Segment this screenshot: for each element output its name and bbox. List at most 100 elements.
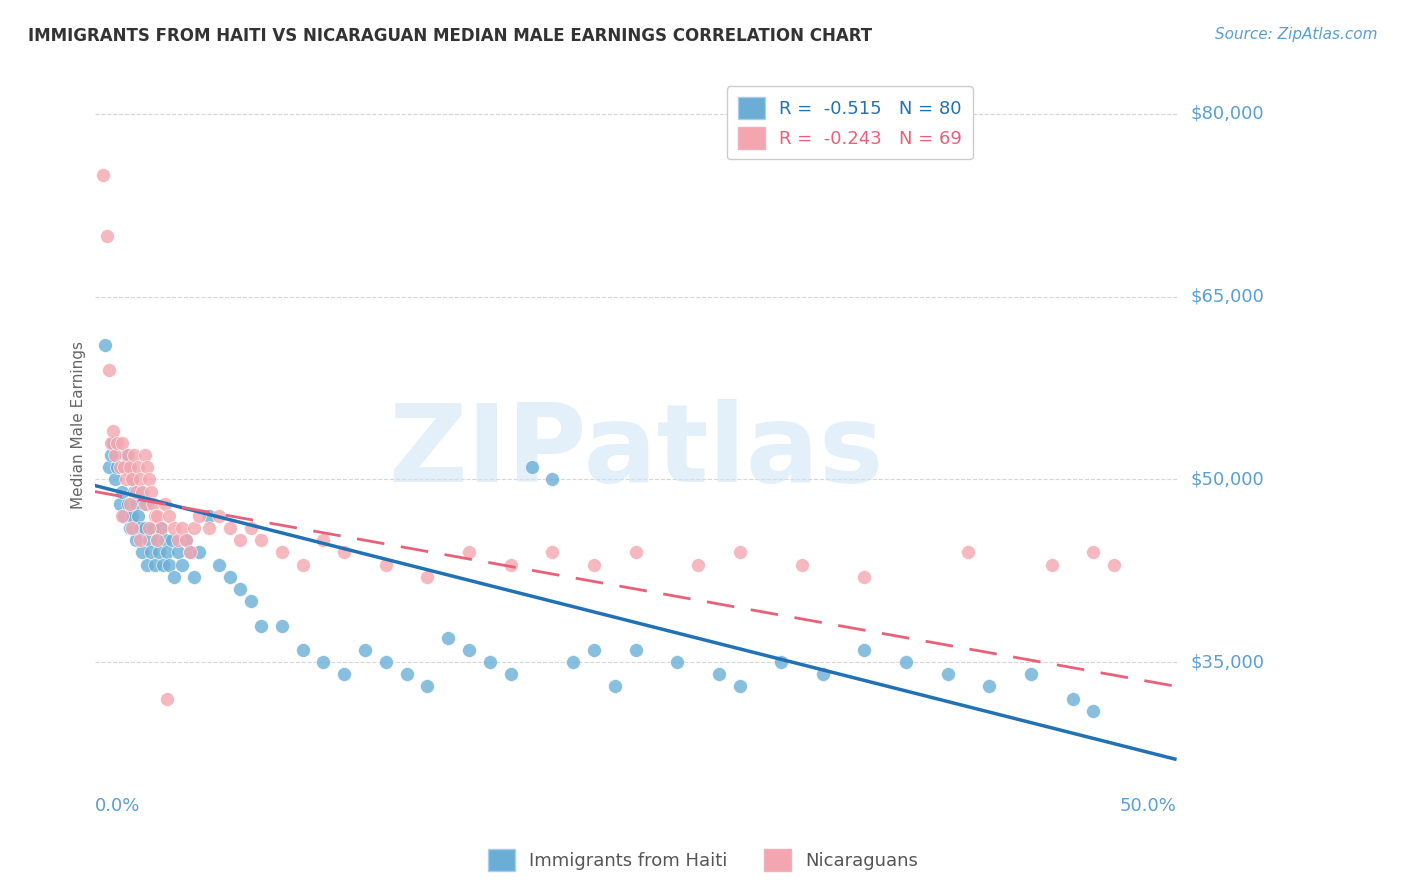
Point [728, 680, 751, 694]
Point [728, 545, 751, 559]
Point [156, 545, 179, 559]
Text: $50,000: $50,000 [1191, 470, 1264, 488]
Point [666, 655, 689, 669]
Point [333, 667, 356, 681]
Point [100, 448, 122, 462]
Point [894, 655, 917, 669]
Point [198, 521, 221, 535]
Point [111, 508, 134, 523]
Point [121, 521, 143, 535]
Point [152, 558, 174, 572]
Legend: Immigrants from Haiti, Nicaraguans: Immigrants from Haiti, Nicaraguans [481, 842, 925, 879]
Point [183, 521, 205, 535]
Point [121, 508, 143, 523]
Point [250, 533, 273, 548]
Point [100, 435, 122, 450]
Point [478, 655, 501, 669]
Point [1062, 691, 1084, 706]
Point [139, 545, 162, 559]
Text: Source: ZipAtlas.com: Source: ZipAtlas.com [1215, 27, 1378, 42]
Point [129, 472, 152, 486]
Point [686, 558, 709, 572]
Point [156, 691, 179, 706]
Point [160, 533, 183, 548]
Point [208, 558, 231, 572]
Point [111, 484, 134, 499]
Point [143, 558, 166, 572]
Point [146, 533, 169, 548]
Point [111, 435, 134, 450]
Point [811, 667, 834, 681]
Point [541, 472, 564, 486]
Point [108, 497, 131, 511]
Point [122, 448, 145, 462]
Point [208, 508, 231, 523]
Point [125, 533, 148, 548]
Point [121, 472, 143, 486]
Point [790, 558, 813, 572]
Point [229, 582, 252, 596]
Text: 50.0%: 50.0% [1119, 797, 1177, 814]
Point [499, 558, 522, 572]
Point [129, 533, 152, 548]
Point [562, 655, 585, 669]
Point [229, 533, 252, 548]
Point [155, 497, 177, 511]
Point [150, 521, 173, 535]
Point [142, 521, 165, 535]
Point [104, 472, 127, 486]
Point [131, 484, 153, 499]
Point [96, 228, 118, 243]
Text: IMMIGRANTS FROM HAITI VS NICARAGUAN MEDIAN MALE EARNINGS CORRELATION CHART: IMMIGRANTS FROM HAITI VS NICARAGUAN MEDI… [28, 27, 872, 45]
Point [148, 545, 170, 559]
Point [770, 655, 793, 669]
Point [163, 570, 186, 584]
Point [707, 667, 730, 681]
Point [957, 545, 980, 559]
Point [150, 521, 173, 535]
Point [108, 460, 131, 475]
Point [187, 508, 209, 523]
Point [98, 460, 121, 475]
Point [416, 570, 439, 584]
Point [94, 338, 117, 352]
Point [122, 484, 145, 499]
Point [270, 545, 292, 559]
Point [155, 533, 177, 548]
Point [1019, 667, 1042, 681]
Point [103, 435, 125, 450]
Point [135, 558, 157, 572]
Point [127, 508, 149, 523]
Point [138, 521, 160, 535]
Point [183, 570, 205, 584]
Point [135, 460, 157, 475]
Point [374, 655, 396, 669]
Point [135, 497, 157, 511]
Point [112, 508, 135, 523]
Point [118, 460, 141, 475]
Point [146, 508, 169, 523]
Point [142, 497, 165, 511]
Point [117, 448, 139, 462]
Point [395, 667, 418, 681]
Point [129, 521, 152, 535]
Text: $65,000: $65,000 [1191, 288, 1264, 306]
Point [112, 460, 135, 475]
Point [1083, 545, 1105, 559]
Point [163, 521, 186, 535]
Y-axis label: Median Male Earnings: Median Male Earnings [72, 341, 86, 508]
Point [125, 497, 148, 511]
Point [117, 497, 139, 511]
Point [146, 533, 169, 548]
Point [174, 533, 197, 548]
Point [270, 618, 292, 632]
Point [312, 655, 335, 669]
Point [129, 484, 152, 499]
Point [239, 521, 262, 535]
Point [166, 533, 188, 548]
Point [624, 643, 647, 657]
Point [582, 643, 605, 657]
Point [118, 521, 141, 535]
Point [121, 472, 143, 486]
Point [134, 497, 156, 511]
